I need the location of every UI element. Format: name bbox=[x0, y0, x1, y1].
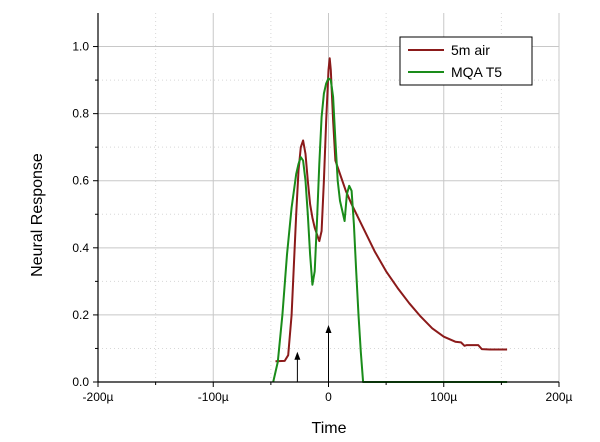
x-tick-label: 200µ bbox=[546, 390, 573, 404]
y-tick-label: 0.4 bbox=[72, 241, 89, 255]
y-tick-label: 0.2 bbox=[72, 308, 89, 322]
y-tick-label: 0.6 bbox=[72, 174, 89, 188]
legend-box bbox=[399, 36, 533, 86]
legend-label-mqa-t5: MQA T5 bbox=[451, 64, 502, 80]
annotation-arrow-head bbox=[294, 351, 301, 360]
series-line-1 bbox=[272, 77, 508, 383]
y-tick-label: 0.0 bbox=[72, 375, 89, 389]
x-axis-title: Time bbox=[312, 420, 347, 437]
y-tick-label: 1.0 bbox=[72, 40, 89, 54]
x-tick-label: -200µ bbox=[83, 390, 114, 404]
y-axis-title: Neural Response bbox=[29, 153, 46, 277]
series-line-0 bbox=[275, 57, 508, 363]
x-tick-label: -100µ bbox=[198, 390, 229, 404]
series-layer bbox=[272, 57, 508, 383]
legend-label-5m-air: 5m air bbox=[451, 42, 490, 58]
y-tick-label: 0.8 bbox=[72, 107, 89, 121]
annotations-layer bbox=[294, 324, 332, 382]
legend: 5m air MQA T5 bbox=[399, 36, 533, 86]
x-tick-label: 100µ bbox=[430, 390, 457, 404]
annotation-arrow-head bbox=[325, 324, 332, 333]
axes: -200µ -100µ 0 100µ 200µ 0.0 0.2 0.4 0.6 0.8 1.0 bbox=[72, 13, 573, 404]
x-tick-label: 0 bbox=[325, 390, 332, 404]
